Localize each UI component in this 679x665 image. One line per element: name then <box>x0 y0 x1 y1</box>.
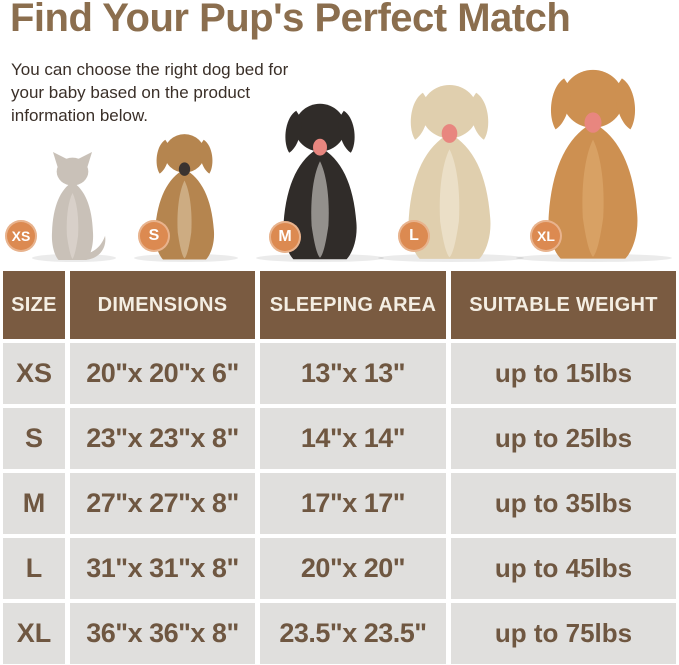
cell-xs-suitable-weight: up to 15lbs <box>451 343 676 404</box>
subtitle-line-3: information below. <box>11 106 149 125</box>
size-badge-m: M <box>269 221 301 253</box>
cell-m-suitable-weight: up to 35lbs <box>451 473 676 534</box>
cell-xl-dimensions: 36"x 36"x 8" <box>70 603 255 664</box>
size-badge-xs: XS <box>5 220 37 252</box>
subtitle-line-2: your baby based on the product <box>11 83 251 102</box>
cell-l-size: L <box>3 538 65 599</box>
page-subtitle: You can choose the right dog bed for you… <box>11 58 288 127</box>
cell-xl-size: XL <box>3 603 65 664</box>
golden-retriever-puppy-image <box>371 74 528 262</box>
cell-s-dimensions: 23"x 23"x 8" <box>70 408 255 469</box>
size-comparison-row: XS S M L XL <box>0 0 679 272</box>
cell-xs-size: XS <box>3 343 65 404</box>
cell-l-sleeping-area: 20"x 20" <box>260 538 446 599</box>
subtitle-line-1: You can choose the right dog bed for <box>11 60 289 79</box>
page-title: Find Your Pup's Perfect Match <box>10 0 571 40</box>
size-badge-xl: XL <box>530 220 562 252</box>
cell-s-size: S <box>3 408 65 469</box>
cell-s-sleeping-area: 14"x 14" <box>260 408 446 469</box>
cat-image <box>26 150 119 262</box>
cell-s-suitable-weight: up to 25lbs <box>451 408 676 469</box>
cell-xl-suitable-weight: up to 75lbs <box>451 603 676 664</box>
header-cell-dimensions: DIMENSIONS <box>70 271 255 339</box>
cell-l-dimensions: 31"x 31"x 8" <box>70 538 255 599</box>
cell-xs-dimensions: 20"x 20"x 6" <box>70 343 255 404</box>
cell-xs-sleeping-area: 13"x 13" <box>260 343 446 404</box>
size-badge-l: L <box>398 220 430 252</box>
cell-m-size: M <box>3 473 65 534</box>
size-badge-s: S <box>138 220 170 252</box>
cell-m-sleeping-area: 17"x 17" <box>260 473 446 534</box>
header-cell-size: SIZE <box>3 271 65 339</box>
header-cell-sleeping-area: SLEEPING AREA <box>260 271 446 339</box>
cell-l-suitable-weight: up to 45lbs <box>451 538 676 599</box>
cell-xl-sleeping-area: 23.5"x 23.5" <box>260 603 446 664</box>
size-table: SIZE DIMENSIONS SLEEPING AREA SUITABLE W… <box>3 271 676 664</box>
cell-m-dimensions: 27"x 27"x 8" <box>70 473 255 534</box>
header-cell-suitable-weight: SUITABLE WEIGHT <box>451 271 676 339</box>
